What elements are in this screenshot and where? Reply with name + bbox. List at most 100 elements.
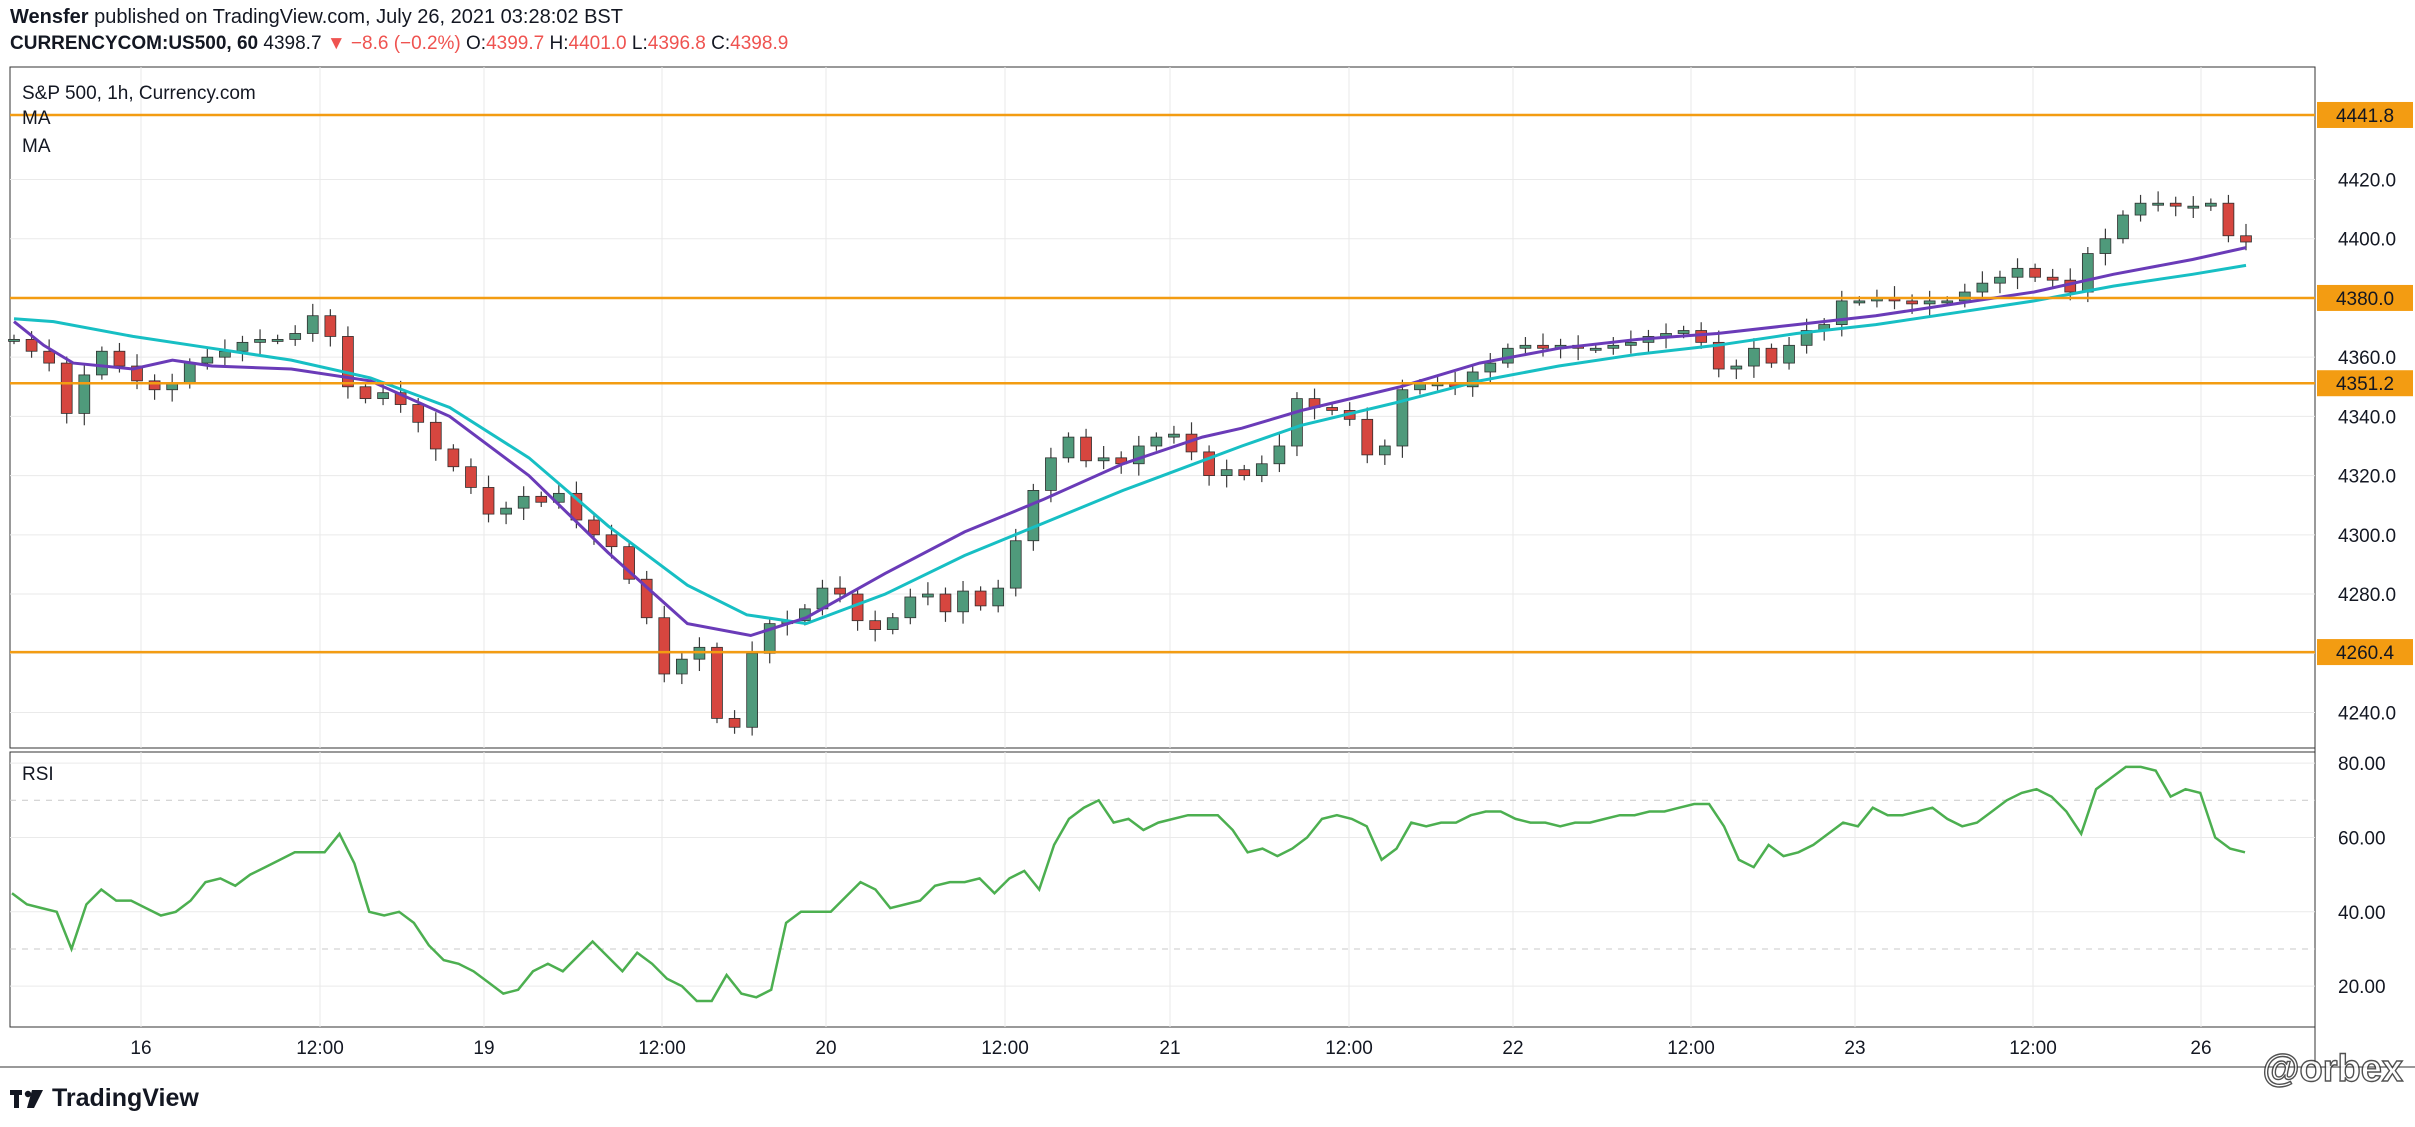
candle-body xyxy=(201,356,214,364)
candle-body xyxy=(728,717,741,728)
main-pane-frame xyxy=(9,66,2316,749)
candle-body xyxy=(675,658,688,675)
low-value: 4396.8 xyxy=(647,33,706,54)
candle-body xyxy=(131,365,143,382)
close-label: C: xyxy=(711,33,731,54)
price-tick-label: 4400.0 xyxy=(2338,230,2396,251)
candle-body xyxy=(1045,457,1057,491)
candle-body xyxy=(1712,341,1725,370)
candle-body xyxy=(289,333,302,340)
ma-fast-line xyxy=(13,246,2247,638)
candle-body xyxy=(1748,347,1760,367)
candle-body xyxy=(939,593,952,613)
time-tick-label: 23 xyxy=(1844,1038,1865,1059)
pane-title[interactable]: S&P 500, 1h, Currency.com xyxy=(22,83,256,104)
time-tick-label: 21 xyxy=(1159,1038,1180,1059)
candle-body xyxy=(1835,300,1848,325)
candle-body xyxy=(447,448,460,468)
candle-body xyxy=(342,336,354,388)
candle-body xyxy=(306,315,319,334)
tradingview-brand: TradingView xyxy=(52,1084,199,1112)
level-tag-label: 4260.4 xyxy=(2336,643,2395,664)
candle-body xyxy=(377,392,389,400)
indicator-ma-fast-label[interactable]: MA xyxy=(22,108,51,129)
candle-body xyxy=(1677,330,1690,334)
level-tag xyxy=(2317,101,2413,128)
candle-body xyxy=(1730,365,1743,370)
candle-body xyxy=(1976,282,1989,293)
candle-body xyxy=(1958,291,1971,302)
tradingview-logo-icon xyxy=(10,1088,44,1110)
time-tick-label: 26 xyxy=(2190,1038,2211,1059)
rsi-tick-label: 40.00 xyxy=(2338,903,2386,924)
candle-body xyxy=(623,546,635,580)
candle-body xyxy=(974,590,987,607)
open-label: O: xyxy=(466,33,487,54)
candle-body xyxy=(2046,276,2059,281)
time-tick-label: 12:00 xyxy=(2009,1038,2057,1059)
rsi-pane-title[interactable]: RSI xyxy=(22,764,54,785)
ma-slow-line xyxy=(13,263,2247,626)
published-text: published on TradingView.com, July 26, 2… xyxy=(94,6,623,28)
price-tick-label: 4340.0 xyxy=(2338,407,2396,428)
candle-body xyxy=(2152,202,2164,206)
candle-body xyxy=(1097,457,1110,462)
candle-body xyxy=(1589,347,1602,351)
candle-body xyxy=(1168,433,1180,438)
candle-body xyxy=(957,590,969,613)
level-tag xyxy=(2317,284,2413,311)
candle-body xyxy=(2081,253,2094,293)
level-tag-label: 4441.8 xyxy=(2336,106,2394,127)
author-name[interactable]: Wensfer xyxy=(10,6,89,28)
time-tick-label: 19 xyxy=(473,1038,494,1059)
candle-body xyxy=(1326,407,1338,411)
candle-body xyxy=(1923,300,1936,305)
rsi-tick-label: 60.00 xyxy=(2338,828,2386,849)
candle-body xyxy=(1080,436,1092,462)
candle-body xyxy=(1607,344,1620,349)
candle-body xyxy=(1519,344,1532,349)
candle-body xyxy=(429,421,442,450)
candle-body xyxy=(271,338,284,342)
candle-body xyxy=(96,350,108,376)
rsi-tick-label: 20.00 xyxy=(2338,977,2386,998)
candle-body xyxy=(886,617,899,630)
candle-body xyxy=(78,374,91,414)
candle-body xyxy=(1220,469,1233,476)
candle-body xyxy=(2169,202,2182,207)
candle-body xyxy=(834,587,846,595)
candle-body xyxy=(922,593,934,598)
candle-body xyxy=(2029,267,2041,278)
candle-body xyxy=(588,519,600,536)
change-arrow-icon: ▼ xyxy=(326,33,346,54)
price-tick-label: 4300.0 xyxy=(2338,526,2396,547)
candle-body xyxy=(2240,235,2252,243)
candle-body xyxy=(1537,344,1549,349)
candle-body xyxy=(359,386,372,400)
symbol-name[interactable]: CURRENCYCOM:US500, 60 xyxy=(10,33,259,54)
candle-body xyxy=(2222,202,2235,237)
candle-body xyxy=(640,578,653,619)
orbex-watermark: @orbex xyxy=(2262,1047,2404,1090)
candle-body xyxy=(8,338,20,342)
low-label: L: xyxy=(631,33,648,54)
candle-body xyxy=(482,487,495,515)
candle-body xyxy=(1361,418,1374,456)
tradingview-logo[interactable]: TradingView xyxy=(10,1084,199,1113)
high-value: 4401.0 xyxy=(568,33,627,54)
indicator-ma-slow-label[interactable]: MA xyxy=(22,136,51,157)
candle-body xyxy=(1273,445,1286,465)
candle-body xyxy=(500,507,512,515)
candle-body xyxy=(324,315,337,337)
candle-body xyxy=(183,362,196,385)
candle-body xyxy=(43,350,55,364)
candle-body xyxy=(605,534,618,548)
candle-body xyxy=(711,646,723,719)
candle-body xyxy=(658,617,671,675)
candle-body xyxy=(904,596,917,619)
candle-body xyxy=(1203,451,1215,477)
time-tick-label: 12:00 xyxy=(638,1038,686,1059)
candle-body xyxy=(1062,436,1075,459)
candle-body xyxy=(166,383,179,391)
